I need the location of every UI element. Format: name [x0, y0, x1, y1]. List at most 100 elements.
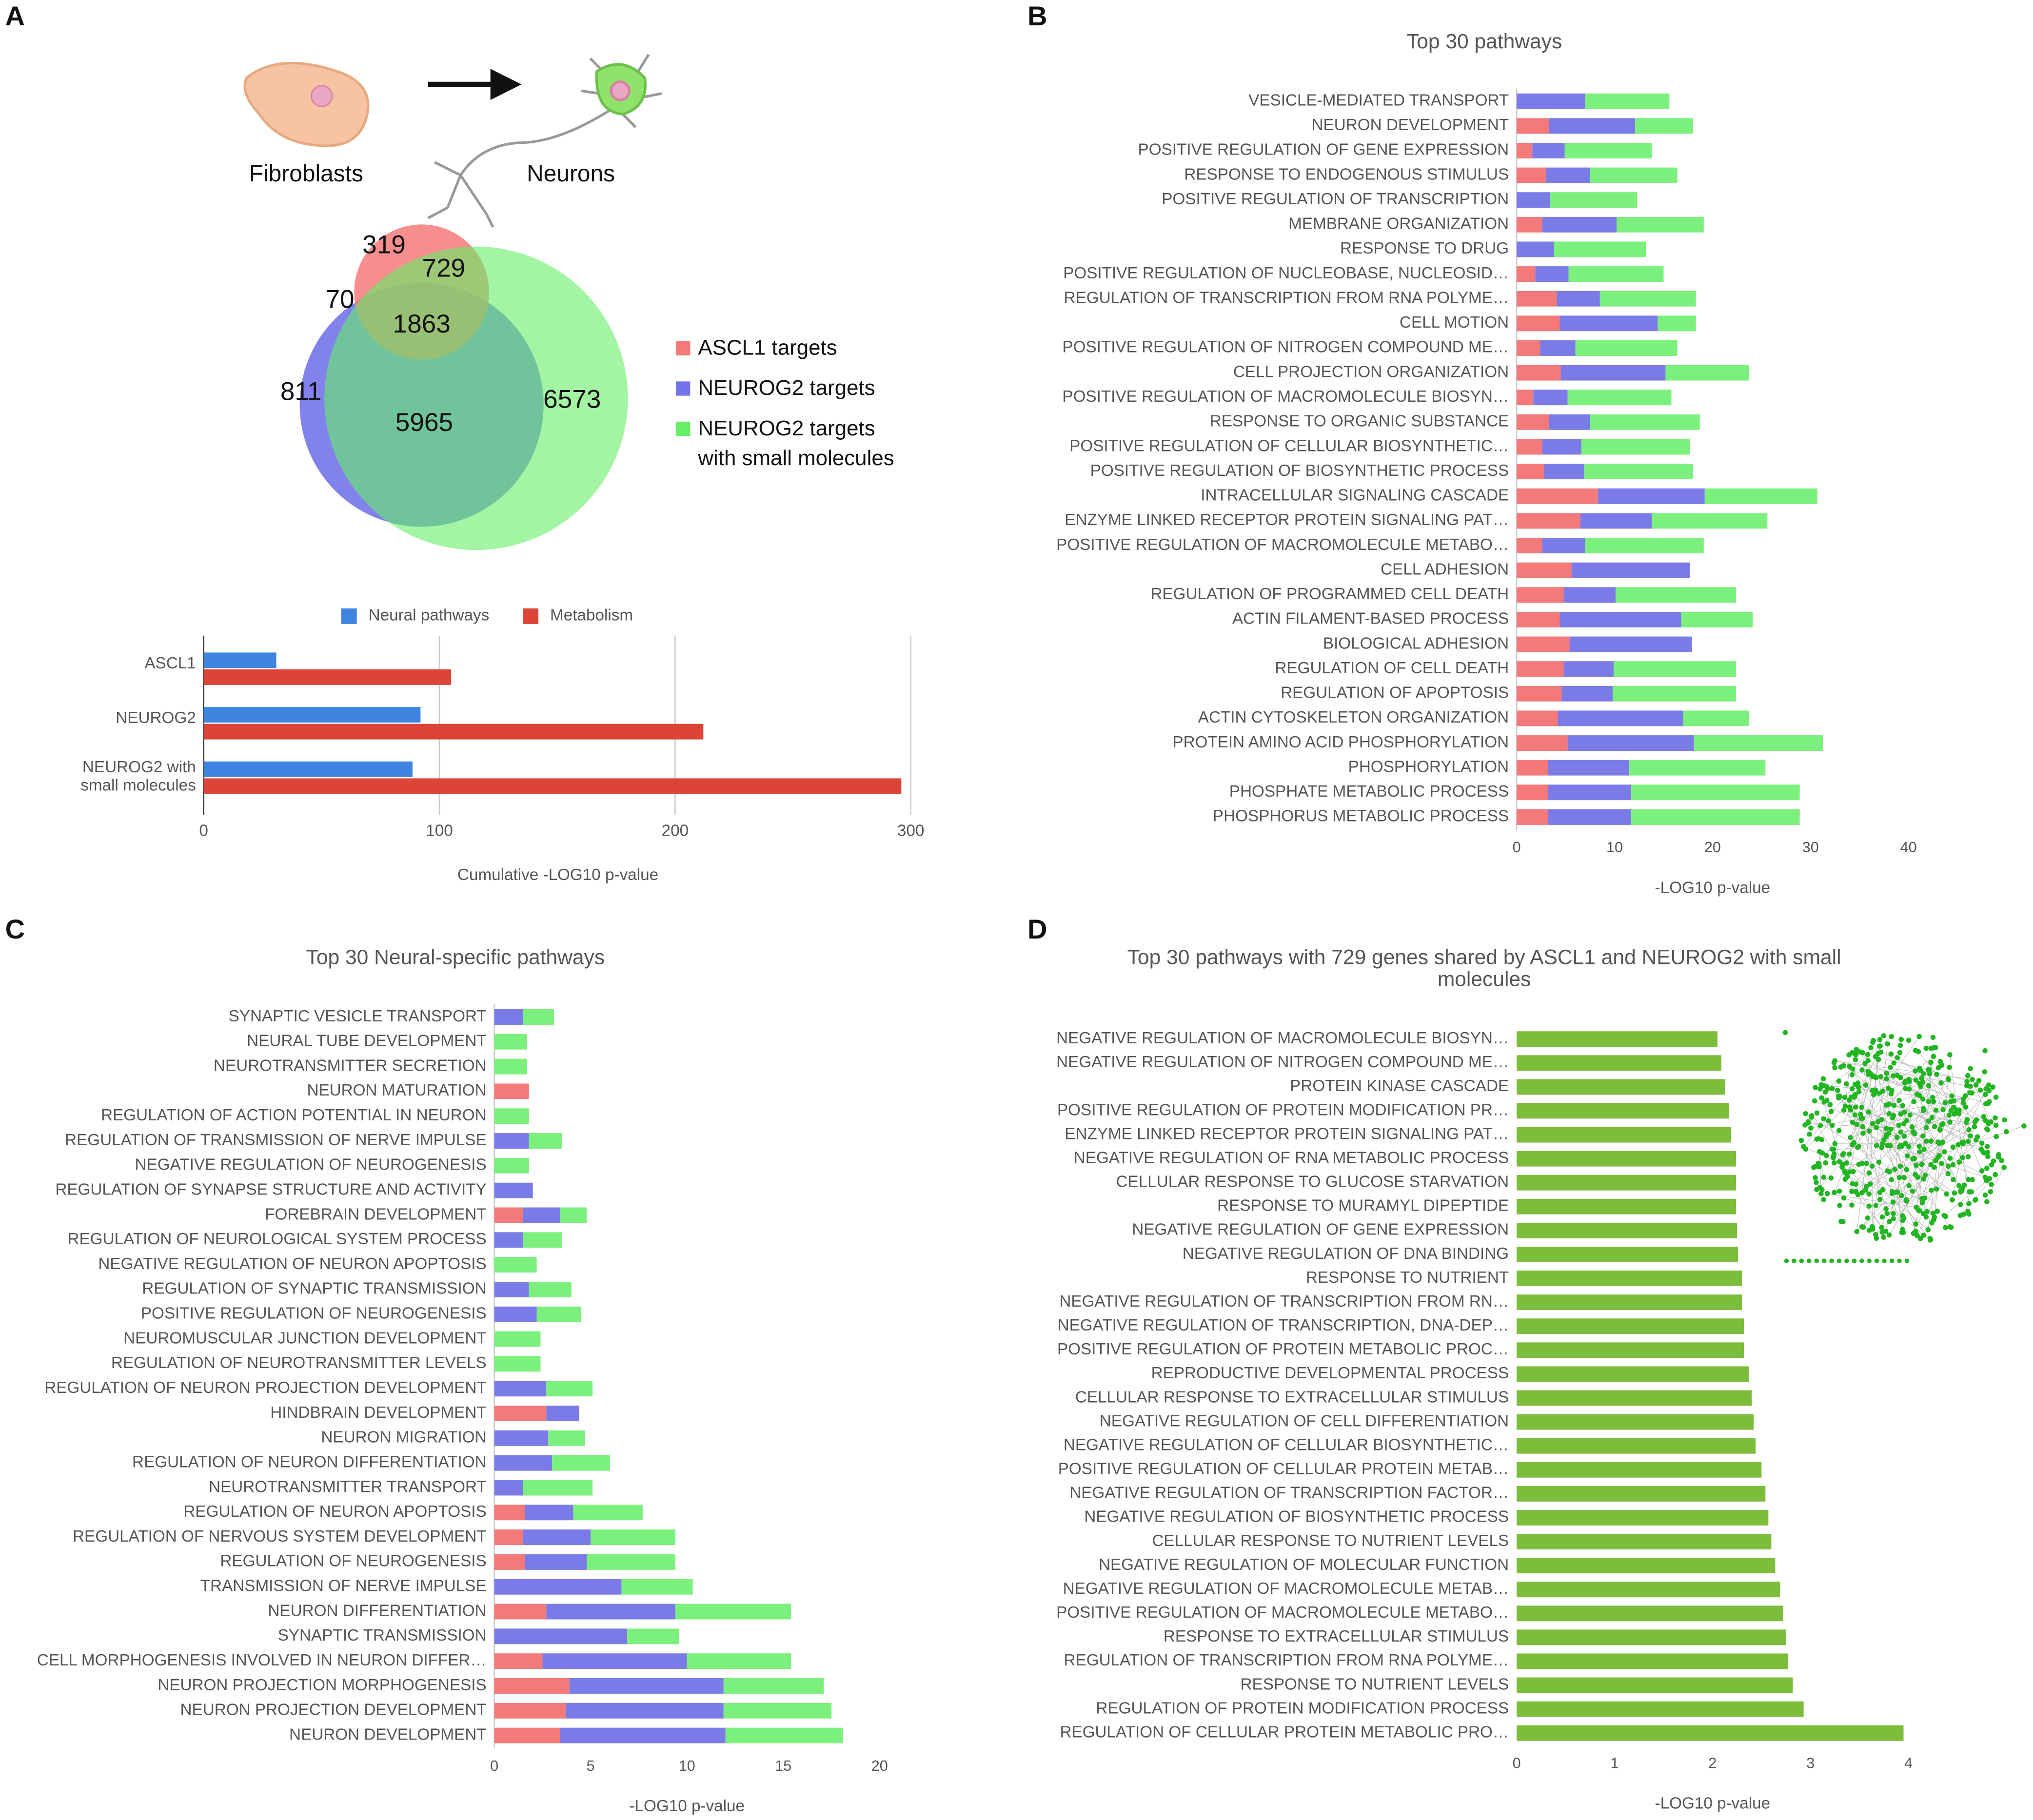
network-edge: [1852, 1069, 1928, 1212]
category-label: REGULATION OF APOPTOSIS: [1281, 684, 1509, 702]
x-tick-label: 0: [199, 822, 208, 840]
network-node: [1911, 1099, 1916, 1104]
bar-segment: [542, 1653, 687, 1669]
bar-segment: [1517, 118, 1549, 134]
network-node: [1951, 1177, 1956, 1182]
category-label: RESPONSE TO ORGANIC SUBSTANCE: [1210, 412, 1509, 431]
bar-segment: [1517, 809, 1548, 825]
bar-segment: [1517, 365, 1561, 381]
network-edge: [1893, 1202, 1903, 1230]
bar-segment: [494, 1356, 541, 1372]
bar-segment: [591, 1529, 676, 1546]
x-tick-label: 3: [1806, 1755, 1815, 1772]
bar-segment: [1517, 760, 1548, 776]
network-node: [1931, 1054, 1936, 1059]
network-node: [1866, 1109, 1871, 1115]
network-node: [1982, 1069, 1988, 1075]
network-node: [1850, 1181, 1855, 1187]
network-node: [1994, 1134, 1999, 1139]
category-label: ACTIN CYTOSKELETON ORGANIZATION: [1198, 708, 1509, 726]
category-label: MEMBRANE ORGANIZATION: [1288, 215, 1509, 233]
bar-segment: [494, 1579, 622, 1595]
network-node: [1913, 1068, 1918, 1074]
bar-segment: [1517, 562, 1572, 578]
bar-segment: [587, 1554, 676, 1570]
network-node: [1901, 1174, 1907, 1180]
network-node: [1869, 1163, 1875, 1169]
panel-letter: B: [1027, 0, 1047, 31]
network-edge: [1918, 1051, 1975, 1122]
bar-segment: [494, 1554, 525, 1570]
network-node: [1955, 1142, 1961, 1148]
network-node: [1880, 1140, 1885, 1146]
network-node: [1989, 1162, 1994, 1168]
network-node: [1930, 1095, 1935, 1100]
bar-segment: [569, 1678, 724, 1694]
network-node: [1982, 1192, 1988, 1198]
network-node: [1964, 1116, 1970, 1122]
bar-segment: [687, 1653, 791, 1669]
bar: [1517, 1079, 1725, 1095]
network-graph: [1782, 1030, 2027, 1263]
network-node: [1934, 1186, 1939, 1192]
category-label: NEURON DEVELOPMENT: [1312, 116, 1509, 134]
network-node: [1828, 1175, 1834, 1181]
bar-segment: [723, 1703, 832, 1719]
category-label: NEGATIVE REGULATION OF TRANSCRIPTION FRO…: [1059, 1292, 1509, 1311]
network-node: [1948, 1099, 1954, 1104]
network-edge: [1849, 1100, 1903, 1216]
network-node: [1988, 1181, 1994, 1187]
bar-segment: [1517, 167, 1546, 183]
bar-segment: [494, 1381, 547, 1397]
network-node: [1986, 1099, 1992, 1104]
network-node: [1798, 1137, 1804, 1143]
network-node: [1921, 1233, 1926, 1238]
network-node: [1993, 1095, 1999, 1100]
network-node: [1814, 1179, 1819, 1185]
network-node: [1824, 1191, 1830, 1196]
network-node: [1891, 1216, 1896, 1222]
network-node: [1968, 1066, 1973, 1072]
category-label: POSITIVE REGULATION OF MACROMOLECULE MET…: [1056, 536, 1509, 554]
chart-title: Top 30 pathways with 729 genes shared by…: [1127, 946, 1841, 991]
network-node: [1891, 1211, 1896, 1216]
category-label: POSITIVE REGULATION OF NUCLEOBASE, NUCLE…: [1063, 264, 1509, 282]
panel-letter: C: [5, 914, 25, 944]
category-label: RESPONSE TO EXTRACELLULAR STIMULUS: [1164, 1627, 1509, 1645]
network-node: [1867, 1258, 1872, 1263]
network-node: [1887, 1219, 1892, 1224]
network-node: [2021, 1123, 2027, 1129]
network-edge: [1803, 1146, 1923, 1201]
network-node: [1874, 1125, 1879, 1131]
bar-segment: [565, 1703, 724, 1719]
network-edge: [1926, 1127, 1959, 1186]
network-node: [1920, 1198, 1925, 1203]
network-node: [1929, 1115, 1935, 1120]
bar-segment: [1517, 488, 1598, 504]
bar-segment: [1517, 636, 1570, 652]
bar-segment: [1517, 784, 1548, 801]
network-node: [1803, 1146, 1809, 1152]
network-node: [1913, 1077, 1919, 1083]
network-edge: [1819, 1147, 1858, 1152]
network-edge: [1960, 1174, 1996, 1216]
category-label: POSITIVE REGULATION OF NEUROGENESIS: [141, 1305, 487, 1323]
network-node: [1904, 1258, 1910, 1263]
venn-count: 811: [280, 377, 322, 406]
bar: [1517, 1390, 1752, 1406]
network-edge: [1819, 1152, 1824, 1177]
network-node: [1883, 1126, 1889, 1132]
network-node: [1879, 1145, 1885, 1150]
network-node: [1917, 1208, 1922, 1213]
category-label: CELL MORPHOGENESIS INVOLVED IN NEURON DI…: [37, 1651, 487, 1669]
legend-swatch: [676, 341, 691, 356]
bar-segment: [1542, 216, 1617, 233]
network-node: [1934, 1072, 1939, 1077]
network-node: [1931, 1099, 1936, 1104]
bar-segment: [494, 1628, 628, 1644]
network-node: [1889, 1177, 1895, 1183]
network-node: [1813, 1175, 1818, 1180]
network-node: [1859, 1115, 1865, 1121]
category-label: REGULATION OF NERVOUS SYSTEM DEVELOPMENT: [73, 1527, 487, 1546]
network-node: [1943, 1213, 1948, 1219]
